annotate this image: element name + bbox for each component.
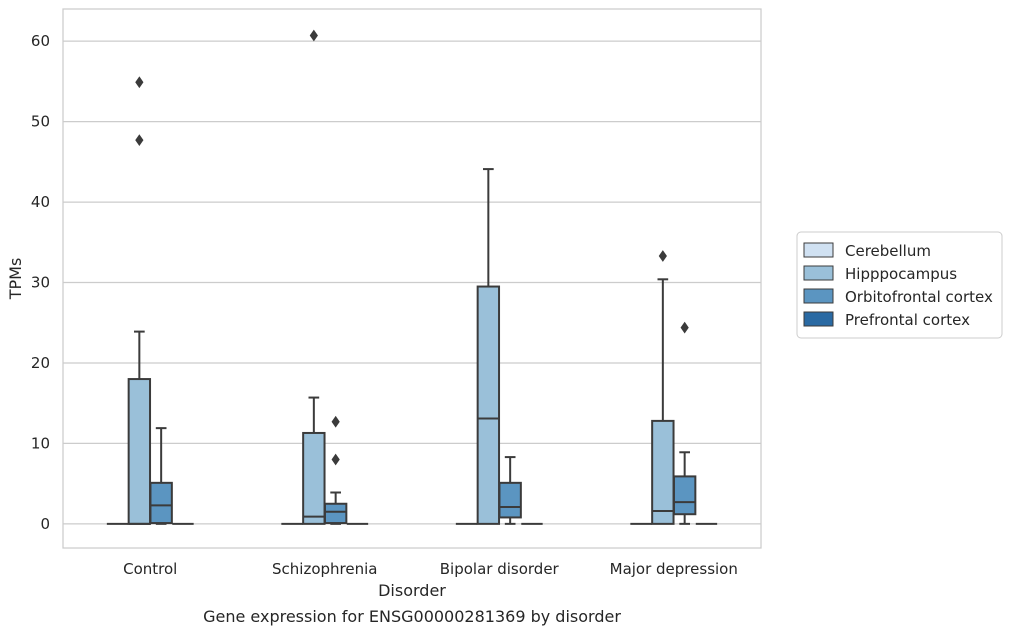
outlier-point (309, 29, 318, 42)
outlier-point (135, 76, 144, 89)
box-body (323, 502, 348, 525)
x-axis-ticks: Control Schizophrenia Bipolar disorder Majo… (123, 560, 738, 578)
gridlines (63, 40, 761, 525)
box-orbitofrontal-cortex (498, 456, 522, 525)
box-hipppocampus (302, 29, 326, 525)
x-tick-label: Major depression (610, 560, 738, 578)
box-hipppocampus (476, 168, 501, 525)
y-tick-label: 60 (31, 32, 50, 50)
y-tick-label: 10 (31, 434, 50, 452)
legend-label: Cerebellum (845, 242, 931, 260)
box-body (302, 431, 326, 525)
y-axis-title: TPMs (6, 258, 25, 301)
y-tick-label: 0 (40, 515, 50, 533)
box-hipppocampus (127, 76, 152, 525)
box-orbitofrontal-cortex (149, 427, 173, 525)
legend-frame (796, 231, 1003, 339)
box-orbitofrontal-cortex (672, 321, 697, 525)
outlier-point (331, 453, 340, 466)
outlier-point (658, 250, 667, 262)
y-tick-label: 30 (31, 274, 50, 292)
x-tick-label: Bipolar disorder (440, 560, 560, 578)
box-body (498, 481, 522, 519)
legend-swatch (803, 288, 834, 304)
box-body (149, 481, 173, 525)
y-tick-label: 50 (31, 113, 50, 131)
legend: Cerebellum Hipppocampus Orbitofrontal cort… (796, 231, 1003, 339)
plot-frame (62, 8, 762, 549)
y-axis-ticks: 0 10 20 30 40 50 60 (31, 32, 50, 533)
plot-area (106, 29, 718, 525)
legend-label: Hipppocampus (845, 265, 957, 283)
legend-swatch (803, 242, 834, 258)
legend-swatch (803, 311, 834, 327)
legend-label: Orbitofrontal cortex (845, 288, 993, 306)
box-body (476, 285, 501, 525)
outlier-point (680, 321, 689, 334)
box-hipppocampus (651, 250, 675, 525)
y-tick-label: 20 (31, 354, 50, 372)
legend-swatch (803, 265, 834, 281)
x-axis-title: Disorder (378, 581, 446, 600)
outlier-point (331, 415, 340, 428)
box-body (672, 475, 697, 516)
box-orbitofrontal-cortex (323, 415, 348, 525)
y-tick-label: 40 (31, 193, 50, 211)
legend-label: Prefrontal cortex (845, 311, 970, 329)
x-tick-label: Control (123, 560, 177, 578)
box-body (651, 419, 675, 525)
x-tick-label: Schizophrenia (272, 560, 377, 578)
outlier-point (135, 134, 144, 147)
box-body (127, 378, 152, 525)
chart-caption: Gene expression for ENSG00000281369 by d… (203, 607, 621, 626)
